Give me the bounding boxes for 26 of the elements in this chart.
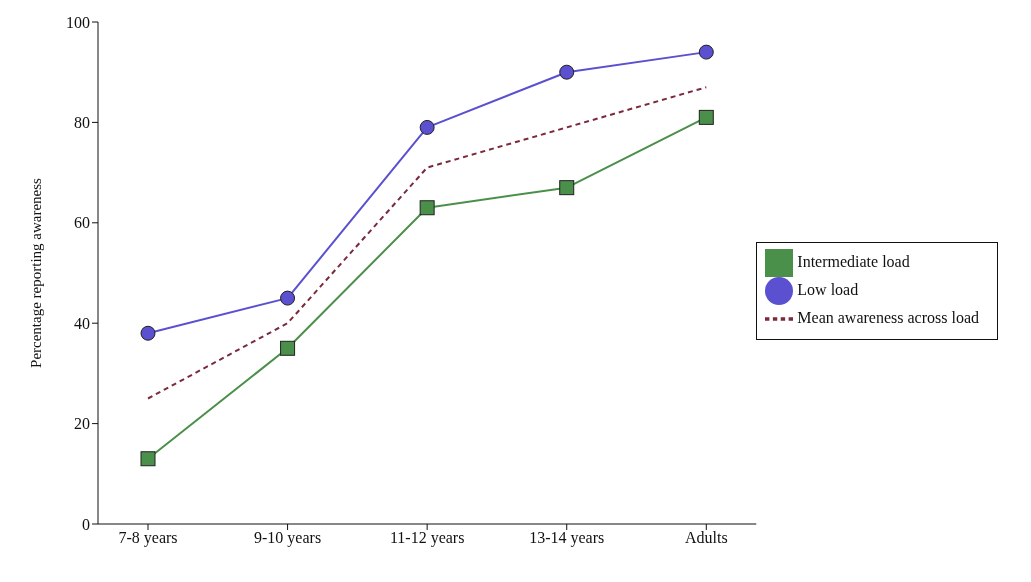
y-axis-title: Percentage reporting awareness xyxy=(28,177,45,368)
y-tick-label: 20 xyxy=(74,415,90,433)
x-tick-label: 13-14 years xyxy=(529,529,605,548)
legend-label: Mean awareness across load xyxy=(797,308,979,326)
x-tick-label: 11-12 years xyxy=(389,529,465,548)
point xyxy=(559,180,575,196)
x-tick-label: 9-10 years xyxy=(254,529,322,548)
point xyxy=(280,340,296,356)
y-tick-label: 100 xyxy=(66,13,90,31)
y-tick-label: 0 xyxy=(82,515,90,533)
x-tick-label: 7-8 years xyxy=(118,529,178,548)
legend-label: Low load xyxy=(797,280,859,298)
point xyxy=(419,200,435,216)
point xyxy=(140,325,156,341)
point xyxy=(559,64,575,80)
point xyxy=(140,451,156,467)
point xyxy=(698,44,714,60)
point xyxy=(280,290,296,306)
point xyxy=(698,109,714,125)
y-tick-label: 80 xyxy=(74,114,90,132)
y-tick-label: 40 xyxy=(74,314,90,332)
y-tick-label: 60 xyxy=(74,214,90,232)
point xyxy=(419,119,435,135)
legend-label: Intermediate load xyxy=(797,252,910,270)
x-tick-label: Adults xyxy=(684,529,728,547)
line-series xyxy=(147,86,708,400)
